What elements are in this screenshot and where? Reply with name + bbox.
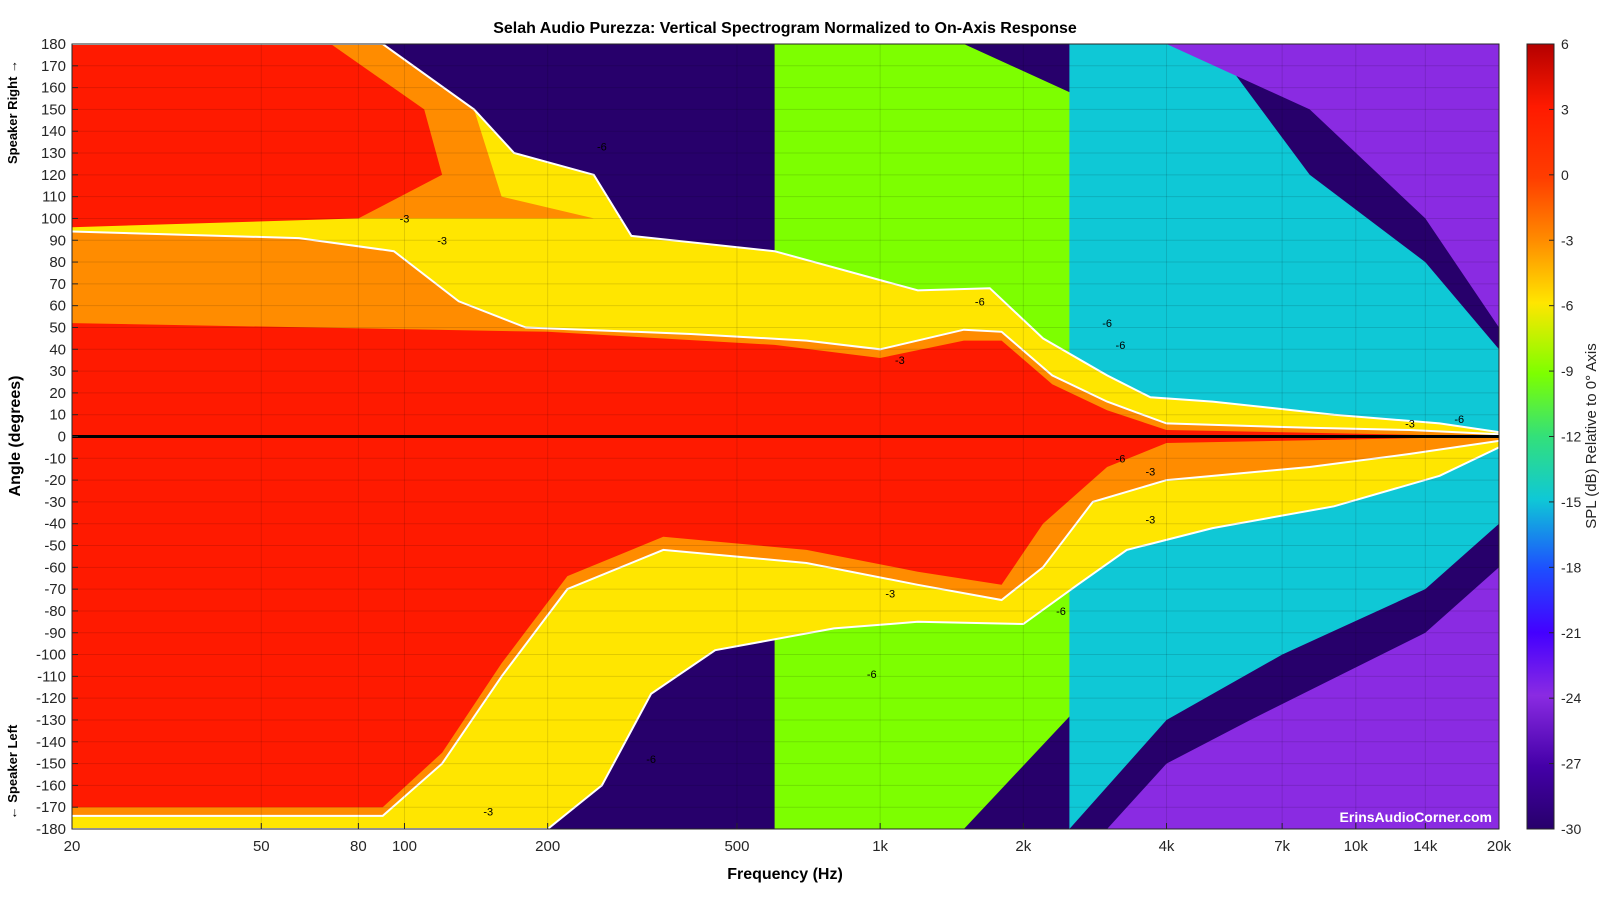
y-tick-label: -20 — [44, 472, 66, 489]
colorbar-tick-label: 0 — [1561, 167, 1569, 183]
contour-label: -3 — [1146, 466, 1156, 478]
plot-area: -3 -3 -6 -3 -6 -6 -6 -6 -3 -3 -6 -3 -6 -6 -3 -3 -6 Erins… — [71, 43, 1500, 830]
x-tick-label: 80 — [350, 838, 367, 855]
y-tick-label: -100 — [36, 647, 66, 664]
colorbar-tick-label: -24 — [1561, 690, 1581, 706]
y-tick-label: 50 — [49, 319, 66, 336]
contour-label: -6 — [1116, 453, 1126, 465]
y-tick-label: -160 — [36, 777, 66, 794]
speaker-right-label: Speaker Right → — [5, 60, 20, 164]
y-tick-label: 70 — [49, 276, 66, 293]
y-tick-label: -40 — [44, 516, 66, 533]
x-tick-label: 7k — [1274, 838, 1290, 855]
contour-label: -3 — [1146, 514, 1156, 526]
colorbar-tick-label: 3 — [1561, 101, 1569, 117]
colorbar-tick-label: -15 — [1561, 494, 1581, 510]
band-red — [72, 323, 1499, 808]
contour-label: -3 — [895, 355, 905, 367]
y-tick-label: 60 — [49, 298, 66, 315]
x-tick-label: 10k — [1344, 838, 1369, 855]
y-tick-label: 40 — [49, 341, 66, 358]
y-tick-label: 0 — [58, 429, 66, 446]
y-tick-label: 10 — [49, 407, 66, 424]
y-tick-label: -170 — [36, 799, 66, 816]
y-tick-label: -90 — [44, 625, 66, 642]
band-purple-bottom — [1107, 567, 1499, 829]
y-tick-label: -140 — [36, 734, 66, 751]
y-tick-label: -120 — [36, 690, 66, 707]
x-axis-label: Frequency (Hz) — [727, 866, 843, 883]
contour-label: -3 — [885, 589, 895, 601]
contour-minus3-lower — [72, 439, 1499, 817]
contour-label: -6 — [1116, 340, 1126, 352]
contour-label: -6 — [597, 141, 607, 153]
contour-label: -3 — [483, 807, 493, 819]
y-tick-label: 80 — [49, 254, 66, 271]
colorbar-tick-label: -12 — [1561, 429, 1581, 445]
contour-minus3-upper — [72, 230, 1499, 436]
y-tick-label: 170 — [41, 58, 66, 75]
contour-label: -6 — [646, 754, 656, 766]
y-tick-label: -130 — [36, 712, 66, 729]
y-tick-label: 110 — [42, 189, 66, 206]
y-tick-label: 160 — [41, 80, 66, 97]
y-tick-label: -30 — [44, 494, 66, 511]
chart-title: Selah Audio Purezza: Vertical Spectrogra… — [493, 20, 1077, 37]
contour-label: -6 — [975, 296, 985, 308]
colorbar-tick-label: -18 — [1561, 559, 1581, 575]
y-tick-label: 120 — [41, 167, 66, 184]
x-tick-label: 50 — [253, 838, 270, 855]
x-tick-label: 14k — [1413, 838, 1438, 855]
y-tick-label: -60 — [44, 559, 66, 576]
contour-label: -6 — [1056, 606, 1066, 618]
contour-label: -3 — [400, 213, 410, 225]
contour-minus6-upper — [72, 44, 1499, 434]
y-tick-label: -80 — [44, 603, 66, 620]
colorbar-tick-label: -21 — [1561, 625, 1581, 641]
colorbar-tick-label: -30 — [1561, 821, 1581, 837]
x-tick-label: 200 — [535, 838, 560, 855]
x-tick-label: 1k — [872, 838, 888, 855]
y-tick-label: -50 — [44, 538, 66, 555]
contour-label: -3 — [437, 235, 447, 247]
y-tick-label: 20 — [49, 385, 66, 402]
watermark: ErinsAudioCorner.com — [1340, 809, 1492, 825]
colorbar-tick-label: -3 — [1561, 232, 1574, 248]
colorbar-tick-label: -6 — [1561, 298, 1574, 314]
contour-label: -6 — [1102, 318, 1112, 330]
y-tick-label: 150 — [41, 101, 66, 118]
colorbar-tick-label: -9 — [1561, 363, 1574, 379]
contour-label: -6 — [867, 669, 877, 681]
y-tick-label: -180 — [36, 821, 66, 838]
x-tick-label: 100 — [392, 838, 417, 855]
y-tick-label: -70 — [44, 581, 66, 598]
y-tick-label: 30 — [49, 363, 66, 380]
contour-label: -6 — [1454, 414, 1464, 426]
y-tick-label: -10 — [44, 450, 66, 467]
colorbar-tick-label: -27 — [1561, 756, 1581, 772]
y-axis-label: Angle (degrees) — [7, 376, 24, 497]
x-tick-label: 4k — [1159, 838, 1175, 855]
x-tick-label: 20 — [64, 838, 81, 855]
x-tick-label: 20k — [1487, 838, 1512, 855]
band-purple-top — [1166, 44, 1499, 328]
y-tick-label: -110 — [37, 668, 66, 685]
speaker-left-label: ← Speaker Left — [5, 724, 20, 819]
y-tick-label: 90 — [49, 232, 66, 249]
x-tick-label: 2k — [1015, 838, 1031, 855]
band-red-top — [72, 44, 443, 228]
y-tick-label: 140 — [41, 123, 66, 140]
y-tick-label: 100 — [41, 210, 66, 227]
contour-minus6-lower — [72, 446, 1499, 829]
y-tick-label: 130 — [41, 145, 66, 162]
x-tick-label: 500 — [724, 838, 749, 855]
colorbar: 6 3 0 -3 -6 -9 -12 -15 -18 -21 -24 -27 -30 SPL (dB) … — [1526, 36, 1600, 837]
colorbar-label: SPL (dB) Relative to 0° Axis — [1583, 343, 1600, 529]
contour-label: -3 — [1405, 418, 1415, 430]
y-tick-label: -150 — [36, 756, 66, 773]
y-tick-label: 180 — [41, 36, 66, 53]
colorbar-tick-label: 6 — [1561, 36, 1569, 52]
